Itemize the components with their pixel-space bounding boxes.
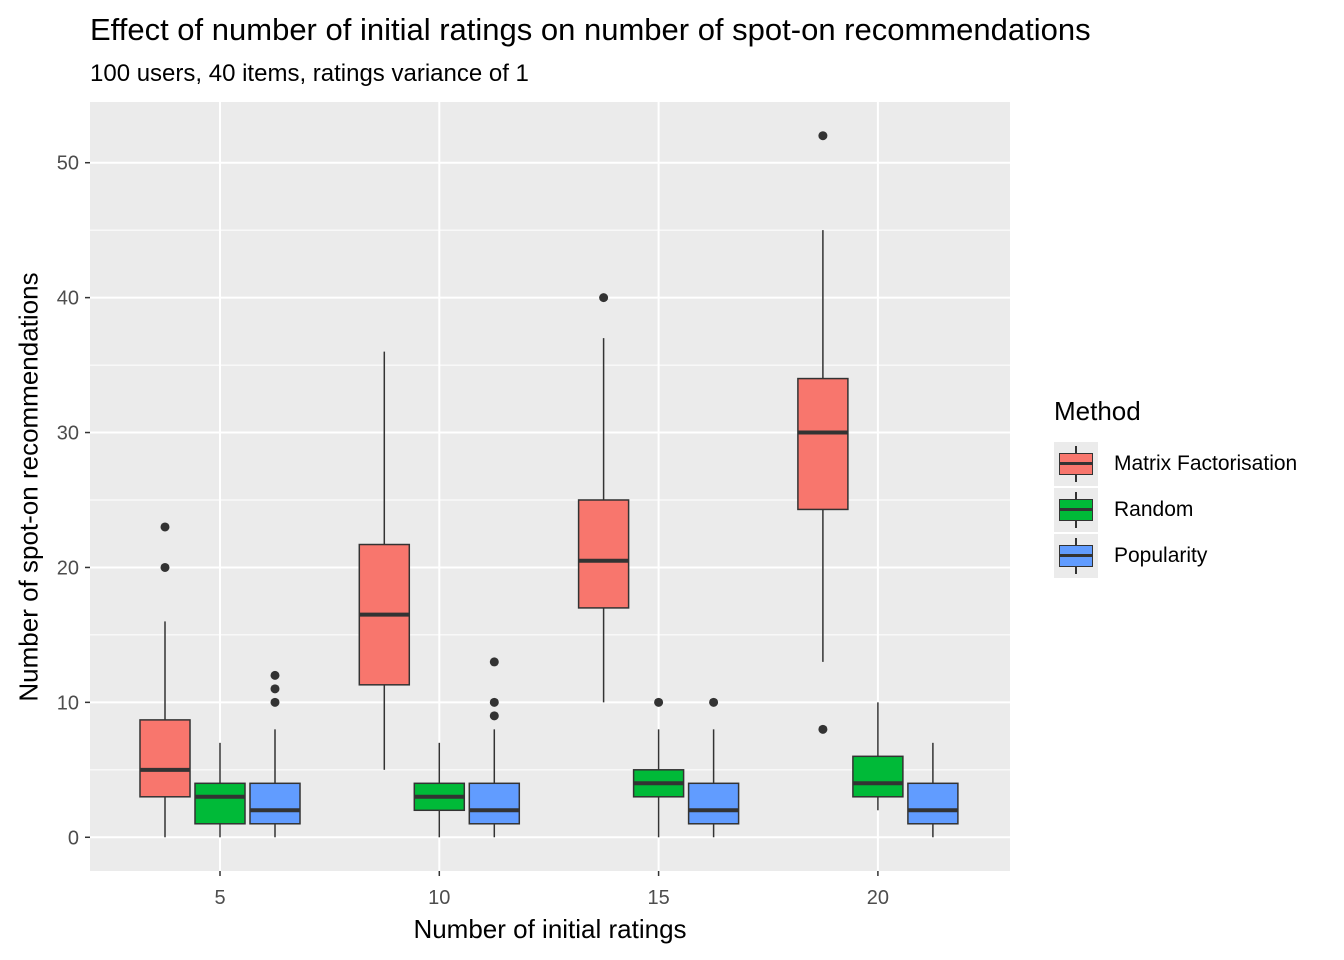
- outlier-point-popularity: [270, 697, 280, 707]
- outlier-point-popularity: [270, 684, 280, 694]
- box-random: [852, 755, 904, 798]
- box-popularity: [249, 782, 301, 825]
- y-axis-label: Number of spot-on recommendations: [13, 272, 44, 702]
- outlier-point-matrix-factorisation: [818, 131, 828, 141]
- chart-subtitle: 100 users, 40 items, ratings variance of…: [90, 60, 529, 87]
- y-tick-label: 10: [57, 692, 79, 714]
- box-popularity: [468, 782, 521, 825]
- box-popularity: [907, 782, 959, 825]
- chart-title: Effect of number of initial ratings on n…: [90, 12, 1091, 47]
- legend: Method Matrix Factorisation Random: [1054, 396, 1297, 579]
- legend-label: Matrix Factorisation: [1114, 452, 1298, 475]
- y-tick-label: 0: [68, 827, 79, 849]
- outlier-point-popularity: [489, 657, 499, 667]
- x-tick-label: 5: [214, 887, 225, 909]
- legend-key-matrix-factorisation: [1054, 442, 1098, 486]
- outlier-point-popularity: [709, 697, 719, 707]
- outlier-point-matrix-factorisation: [160, 562, 170, 572]
- legend-key-popularity: [1054, 534, 1098, 578]
- x-tick-label: 15: [647, 887, 669, 909]
- y-tick-label: 40: [57, 288, 79, 310]
- x-tick-label: 10: [428, 887, 450, 909]
- legend-item-popularity: Popularity: [1054, 533, 1297, 579]
- legend-label: Random: [1114, 498, 1194, 521]
- legend-key-random: [1054, 488, 1098, 532]
- outlier-point-matrix-factorisation: [599, 293, 609, 303]
- outlier-point-popularity: [489, 711, 499, 721]
- y-tick-label: 20: [57, 557, 79, 579]
- box-popularity: [687, 782, 740, 825]
- outlier-point-matrix-factorisation: [818, 724, 828, 734]
- outlier-point-popularity: [270, 670, 280, 680]
- legend-label: Popularity: [1114, 544, 1208, 567]
- x-tick-label: 20: [867, 887, 889, 909]
- legend-item-matrix-factorisation: Matrix Factorisation: [1054, 441, 1297, 487]
- outlier-point-random: [654, 697, 664, 707]
- box-random: [194, 782, 246, 825]
- outlier-point-popularity: [489, 697, 499, 707]
- outlier-point-matrix-factorisation: [160, 522, 170, 532]
- legend-title: Method: [1054, 396, 1141, 426]
- y-tick-label: 50: [57, 153, 79, 175]
- box-matrix-factorisation: [797, 377, 849, 511]
- box-matrix-factorisation: [139, 719, 191, 798]
- x-axis-label: Number of initial ratings: [413, 914, 687, 944]
- box-matrix-factorisation: [577, 499, 630, 609]
- legend-item-random: Random: [1054, 487, 1297, 533]
- y-tick-label: 30: [57, 423, 79, 445]
